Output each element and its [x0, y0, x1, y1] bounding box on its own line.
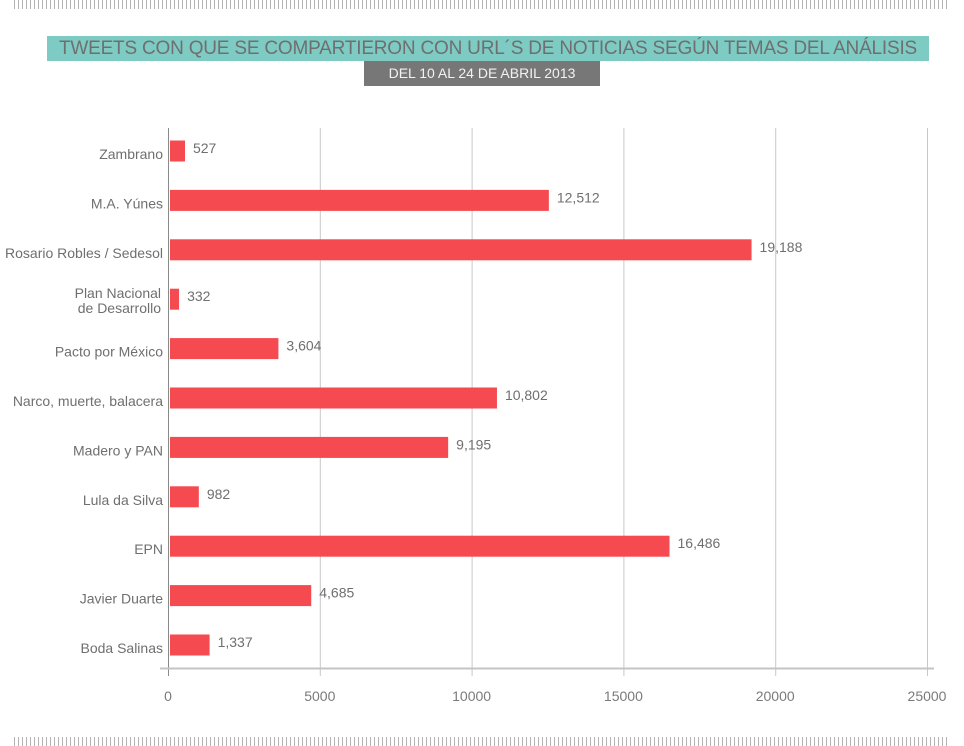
bar-value-label: 1,337 — [218, 634, 253, 650]
category-labels: Zambrano M.A. Yúnes Rosario Robles / Sedes… — [5, 146, 163, 656]
bars — [170, 140, 752, 656]
category-label: Madero y PAN — [73, 442, 163, 458]
category-label: Lula da Silva — [83, 492, 163, 508]
x-tick-label: 10000 — [452, 688, 491, 704]
category-label: Narco, muerte, balacera — [13, 393, 163, 409]
category-label: Boda Salinas — [80, 640, 163, 656]
bar — [170, 585, 312, 607]
category-label: Rosario Robles / Sedesol — [5, 245, 163, 261]
bar-value-label: 16,486 — [678, 535, 721, 551]
bar-value-label: 19,188 — [760, 239, 803, 255]
bar — [170, 387, 497, 409]
x-axis: 0 5000 10000 15000 20000 25000 — [160, 667, 947, 704]
category-label: Zambrano — [99, 146, 163, 162]
bar — [170, 189, 549, 211]
category-label: Pacto por México — [55, 344, 163, 360]
category-label: Plan Nacional — [75, 285, 161, 301]
bar — [170, 634, 210, 656]
top-decorative-strip — [14, 0, 950, 9]
bar — [170, 288, 180, 310]
category-label: EPN — [134, 541, 163, 557]
bar-value-label: 982 — [207, 486, 231, 502]
category-label: de Desarrollo — [78, 300, 161, 316]
bar-value-label: 4,685 — [319, 585, 354, 601]
category-label: M.A. Yúnes — [91, 195, 163, 211]
bar-value-label: 527 — [193, 140, 217, 156]
bar — [170, 436, 449, 458]
bar — [170, 140, 185, 162]
bar-value-label: 12,512 — [557, 189, 600, 205]
bottom-decorative-strip — [14, 737, 950, 746]
bar — [170, 338, 279, 360]
category-label: Javier Duarte — [80, 591, 163, 607]
x-tick-label: 25000 — [908, 688, 947, 704]
bar-value-label: 332 — [187, 288, 211, 304]
x-tick-label: 0 — [164, 688, 172, 704]
bar-value-label: 3,604 — [286, 338, 321, 354]
x-tick-label: 20000 — [756, 688, 795, 704]
chart-subtitle: DEL 10 AL 24 DE ABRIL 2013 — [364, 61, 600, 86]
bar-value-label: 10,802 — [505, 387, 548, 403]
chart-title: TWEETS CON QUE SE COMPARTIERON CON URL´S… — [47, 36, 929, 61]
bar — [170, 486, 199, 508]
bar-value-label: 9,195 — [456, 436, 491, 452]
x-tick-label: 15000 — [604, 688, 643, 704]
value-labels: 527 12,512 19,188 332 3,604 10,802 9,195 982 16,… — [187, 140, 803, 650]
bar — [170, 535, 670, 557]
x-tick-label: 5000 — [304, 688, 335, 704]
bar — [170, 239, 752, 261]
